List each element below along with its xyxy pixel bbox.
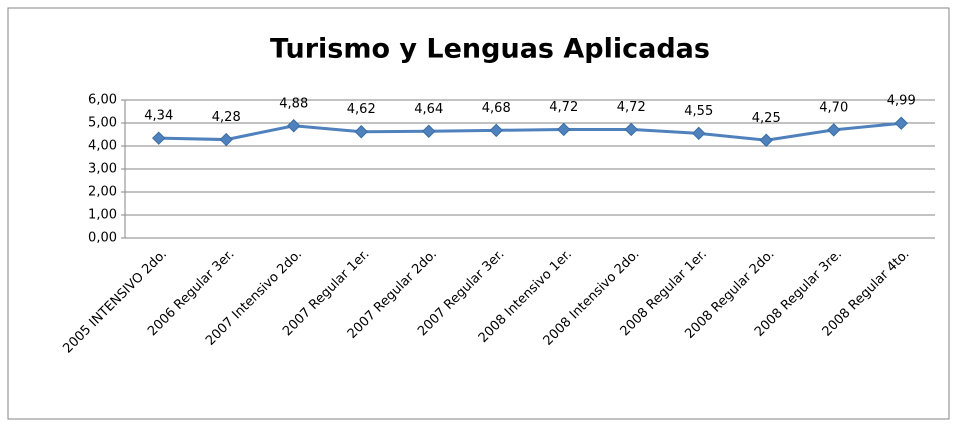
marker — [894, 116, 908, 130]
data-label: 4,70 — [819, 100, 848, 115]
y-tick-label: 3,00 — [88, 162, 117, 177]
marker — [827, 123, 841, 137]
chart-border — [7, 7, 950, 420]
y-tick-label: 1,00 — [88, 208, 117, 223]
y-tick-label: 0,00 — [88, 231, 117, 246]
y-tick-label: 4,00 — [88, 139, 117, 154]
data-label: 4,62 — [347, 102, 376, 117]
data-label: 4,34 — [144, 109, 173, 124]
data-label: 4,88 — [279, 96, 308, 111]
y-tick-label: 2,00 — [88, 185, 117, 200]
data-label: 4,72 — [549, 100, 578, 115]
marker — [489, 123, 503, 138]
marker — [219, 132, 233, 147]
marker — [759, 133, 773, 147]
data-label: 4,25 — [752, 111, 781, 126]
data-label: 4,99 — [887, 94, 916, 109]
data-label: 4,72 — [617, 100, 646, 115]
data-label: 4,55 — [684, 104, 713, 119]
marker — [692, 126, 706, 141]
y-tick-label: 6,00 — [88, 93, 117, 108]
marker — [152, 131, 166, 145]
y-tick-label: 5,00 — [88, 116, 117, 131]
chart-title: Turismo y Lenguas Aplicadas — [270, 34, 710, 65]
marker — [624, 122, 638, 137]
data-label: 4,64 — [414, 102, 443, 117]
marker — [422, 124, 436, 138]
marker — [354, 125, 368, 139]
marker — [557, 122, 571, 137]
data-label: 4,68 — [482, 101, 511, 116]
marker — [287, 119, 301, 133]
data-label: 4,28 — [212, 110, 241, 125]
series-line — [158, 121, 902, 142]
